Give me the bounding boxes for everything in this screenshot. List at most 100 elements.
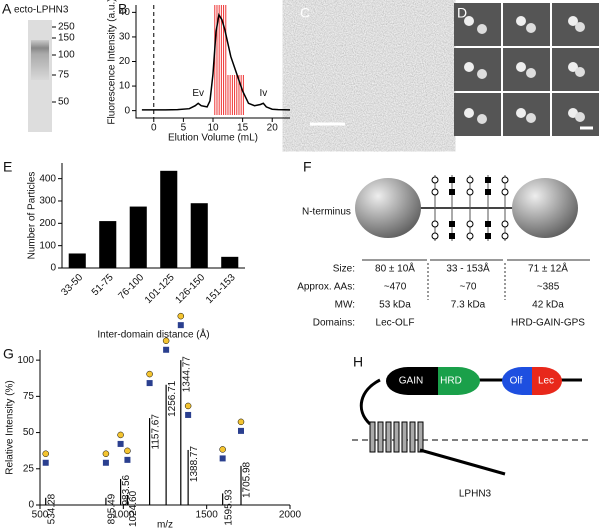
x-tick-label: 15 xyxy=(237,123,249,134)
x-tick-label: 2000 xyxy=(279,510,302,521)
sugar xyxy=(485,189,491,195)
sugar xyxy=(485,233,491,239)
gel-band xyxy=(31,40,49,80)
gain-domain xyxy=(386,367,438,395)
class-averages xyxy=(454,3,599,136)
node-label: GAIN xyxy=(399,376,423,387)
glycans xyxy=(431,175,509,241)
x-axis-title: m/z xyxy=(157,520,173,531)
peak-label: 1157.67 xyxy=(150,414,161,450)
peak-label: 1705.98 xyxy=(242,461,253,498)
x-tick-label: 151-153 xyxy=(204,272,238,306)
class-tile xyxy=(454,93,501,136)
blob xyxy=(516,108,526,118)
hrd-domain xyxy=(438,367,480,395)
marker-label: 50 xyxy=(58,97,70,108)
sugar xyxy=(466,188,474,196)
x-tick-label: 76-100 xyxy=(116,272,146,302)
sugar xyxy=(501,232,509,240)
micrograph xyxy=(297,3,441,138)
row-label: Size: xyxy=(333,264,355,275)
y-tick-label: 30 xyxy=(119,32,131,43)
glycan-icon xyxy=(124,447,131,455)
peak-label: 1344.77 xyxy=(181,356,192,393)
panel-label: D xyxy=(457,5,467,21)
y-tick-label: 20 xyxy=(119,56,131,67)
x-tick-label: 5 xyxy=(181,123,187,134)
table-cell: 7.3 kDa xyxy=(451,300,486,311)
bar xyxy=(190,203,208,268)
table-cell: 33 - 153Å xyxy=(446,262,490,275)
annotation: Iv xyxy=(259,88,267,99)
sugar xyxy=(431,220,439,228)
bar xyxy=(129,206,147,268)
y-tick-label: 200 xyxy=(39,218,56,229)
glycan-icon xyxy=(146,380,153,387)
y-tick-label: 100 xyxy=(39,240,56,251)
class-tile xyxy=(454,3,501,46)
blob xyxy=(526,113,536,123)
blob xyxy=(464,108,474,118)
table-rules xyxy=(362,259,590,300)
x-tick-label: 1000 xyxy=(112,510,135,521)
marker-label: 75 xyxy=(58,70,70,81)
lec-domain xyxy=(532,367,562,395)
y-tick-label: 0 xyxy=(28,500,34,511)
row-label: Approx. AAs: xyxy=(297,282,355,293)
y-axis-title: Number of Particles xyxy=(27,172,38,260)
blob xyxy=(516,62,526,72)
y-tick-label: 400 xyxy=(39,173,56,184)
sugar xyxy=(466,220,474,228)
marker-label: 250 xyxy=(58,22,75,33)
sugar xyxy=(431,176,439,184)
peak-label: 534.28 xyxy=(46,493,57,524)
table: Size: 80 ± 10Å 33 - 153Å 71 ± 12Å Approx. AA… xyxy=(297,262,585,329)
x-tick-label: 51-75 xyxy=(90,272,116,298)
blob xyxy=(477,24,487,34)
table-cell: ~385 xyxy=(537,282,560,293)
glycan-icon xyxy=(102,459,109,466)
sugar xyxy=(449,189,455,195)
sugar xyxy=(501,188,509,196)
lane-label: ecto-LPHN3 xyxy=(14,5,69,16)
y-tick-label: 0 xyxy=(124,105,130,116)
x-tick-label: 20 xyxy=(267,123,279,134)
sugar xyxy=(466,176,474,184)
y-tick-label: 100 xyxy=(17,355,34,366)
peak-label: 1024.60 xyxy=(128,490,139,527)
x-tick-label: 101-125 xyxy=(143,272,177,306)
annotation: Ev xyxy=(192,88,204,99)
node-label: Lec xyxy=(538,376,554,387)
node-label: HRD xyxy=(440,376,462,387)
glycan-icon xyxy=(42,450,49,458)
marker-label: 100 xyxy=(58,50,75,61)
blob xyxy=(568,16,578,26)
table-cell: 42 kDa xyxy=(532,300,564,311)
blob xyxy=(464,62,474,72)
lec-olf-domain xyxy=(355,178,421,238)
stalk xyxy=(359,378,381,426)
hrd-gain-domain xyxy=(512,178,578,238)
table-cell: Lec-OLF xyxy=(376,318,415,329)
table-cell: 80 ± 10Å xyxy=(375,262,415,275)
peak-label: 983.56 xyxy=(121,474,132,505)
c-tail xyxy=(419,448,506,476)
bar xyxy=(68,253,86,268)
glycan-icon xyxy=(124,456,131,463)
olf-domain xyxy=(502,367,532,395)
glycan-icon xyxy=(237,427,244,434)
y-tick-label: 300 xyxy=(39,196,56,207)
bar xyxy=(99,221,117,268)
row-label: Domains: xyxy=(313,318,355,329)
x-axis-title: Elution Volume (mL) xyxy=(168,133,258,144)
sugar xyxy=(466,232,474,240)
blob xyxy=(477,69,487,79)
sugar xyxy=(485,221,491,227)
sugar xyxy=(449,177,455,183)
y-tick-label: 50 xyxy=(23,427,35,438)
x-tick-label: 1500 xyxy=(196,510,219,521)
blob xyxy=(575,112,585,122)
panel-label: E xyxy=(3,159,12,175)
